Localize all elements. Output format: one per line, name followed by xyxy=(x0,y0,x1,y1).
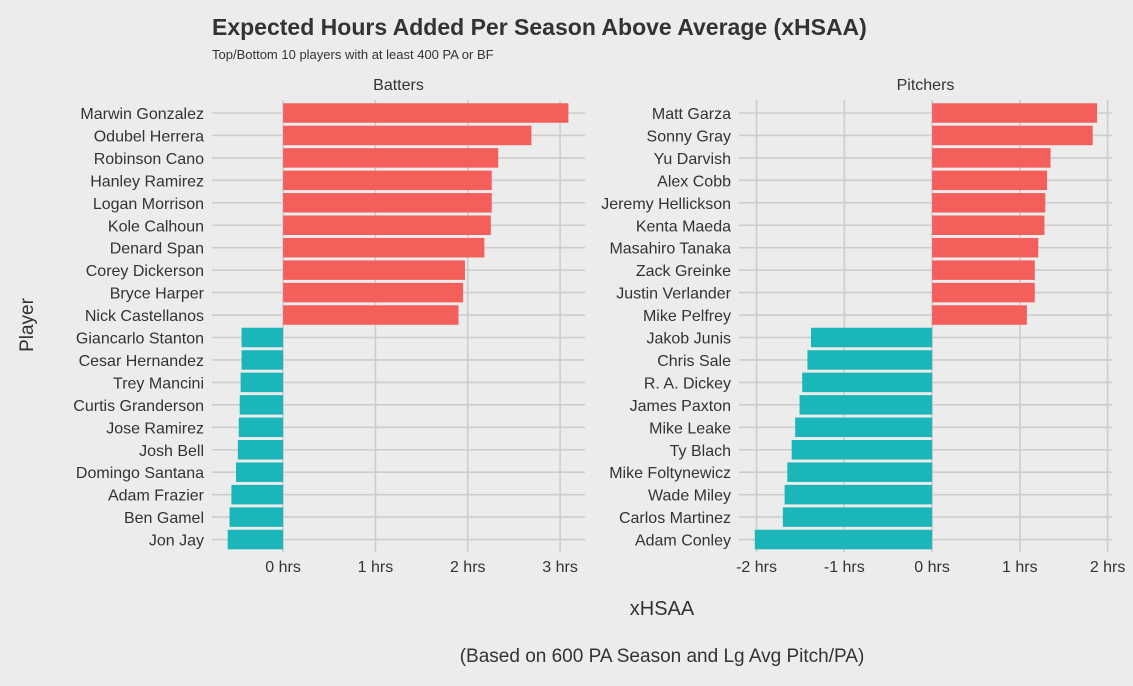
pitchers-bar xyxy=(932,103,1098,123)
batters-player-label: Marwin Gonzalez xyxy=(80,106,204,123)
batters-facet-label: Batters xyxy=(373,77,424,94)
batters-bar xyxy=(237,440,284,460)
batters-bar xyxy=(283,237,485,258)
batters-player-label: Kole Calhoun xyxy=(108,218,204,235)
batters-bar xyxy=(227,529,284,550)
batters-bar xyxy=(229,507,284,527)
batters-bar xyxy=(283,125,532,146)
pitchers-x-tick-label: -1 hrs xyxy=(824,559,865,576)
pitchers-bar xyxy=(932,237,1039,258)
batters-player-label: Corey Dickerson xyxy=(86,263,204,280)
batters-player-label: Josh Bell xyxy=(139,443,204,460)
pitchers-player-label: Jeremy Hellickson xyxy=(601,196,731,213)
pitchers-player-label: Mike Foltynewicz xyxy=(609,465,731,482)
batters-player-label: Denard Span xyxy=(110,241,204,258)
batters-player-label: Logan Morrison xyxy=(93,196,204,213)
pitchers-bar xyxy=(932,125,1093,146)
pitchers-bar xyxy=(782,507,933,527)
pitchers-player-label: James Paxton xyxy=(630,398,731,415)
batters-bar xyxy=(238,417,284,438)
batters-bar xyxy=(283,170,492,191)
pitchers-bar xyxy=(932,215,1045,235)
pitchers-x-tick-label: 0 hrs xyxy=(914,559,950,576)
pitchers-player-label: Wade Miley xyxy=(648,488,731,505)
batters-bar xyxy=(283,305,459,325)
pitchers-player-label: Mike Leake xyxy=(649,420,731,437)
batters-x-tick-label: 1 hrs xyxy=(358,559,394,576)
batters-x-tick-label: 0 hrs xyxy=(265,559,301,576)
pitchers-bar xyxy=(791,440,933,460)
batters-bar xyxy=(283,215,491,235)
pitchers-player-label: Carlos Martinez xyxy=(619,510,731,527)
batters-bar xyxy=(283,103,569,123)
pitchers-player-label: Mike Pelfrey xyxy=(643,308,731,325)
batters-bar xyxy=(239,395,284,415)
batters-bar xyxy=(241,350,284,370)
pitchers-x-tick-label: 2 hrs xyxy=(1090,559,1126,576)
pitchers-x-tick-label: -2 hrs xyxy=(736,559,777,576)
pitchers-player-label: Kenta Maeda xyxy=(636,218,731,235)
batters-player-label: Robinson Cano xyxy=(94,151,204,168)
pitchers-facet-label: Pitchers xyxy=(897,77,955,94)
batters-bar xyxy=(283,260,465,280)
pitchers-bar xyxy=(932,305,1027,325)
pitchers-bar xyxy=(784,484,933,505)
batters-x-tick-label: 2 hrs xyxy=(450,559,486,576)
pitchers-player-label: Matt Garza xyxy=(652,106,731,123)
batters-player-label: Trey Mancini xyxy=(113,375,204,392)
pitchers-bar xyxy=(802,372,933,393)
pitchers-player-label: Sonny Gray xyxy=(647,128,731,145)
pitchers-player-label: Masahiro Tanaka xyxy=(609,241,731,258)
pitchers-bar xyxy=(932,282,1035,303)
pitchers-player-label: Jakob Junis xyxy=(647,331,732,348)
batters-player-label: Domingo Santana xyxy=(76,465,204,482)
batters-player-label: Cesar Hernandez xyxy=(79,353,204,370)
batters-bar xyxy=(240,372,284,393)
pitchers-player-label: Justin Verlander xyxy=(616,286,731,303)
pitchers-player-label: Zack Greinke xyxy=(636,263,731,280)
batters-bar xyxy=(236,462,284,482)
pitchers-bar xyxy=(932,260,1035,280)
batters-x-tick-label: 3 hrs xyxy=(542,559,578,576)
batters-player-label: Ben Gamel xyxy=(124,510,204,527)
batters-player-label: Nick Castellanos xyxy=(85,308,204,325)
pitchers-player-label: Chris Sale xyxy=(657,353,731,370)
pitchers-bar xyxy=(807,350,933,370)
chart-subtitle: Top/Bottom 10 players with at least 400 … xyxy=(212,47,494,62)
batters-bar xyxy=(283,282,464,303)
batters-bar xyxy=(283,193,492,213)
batters-player-label: Odubel Herrera xyxy=(94,128,204,145)
pitchers-bar xyxy=(754,529,933,550)
batters-player-label: Jose Ramirez xyxy=(106,420,204,437)
pitchers-bar xyxy=(810,327,933,348)
pitchers-bar xyxy=(799,395,933,415)
batters-player-label: Giancarlo Stanton xyxy=(76,331,204,348)
pitchers-player-label: Alex Cobb xyxy=(657,173,731,190)
pitchers-bar xyxy=(787,462,933,482)
batters-player-label: Jon Jay xyxy=(149,533,204,550)
batters-player-label: Adam Frazier xyxy=(108,488,205,505)
batters-bar xyxy=(241,327,284,348)
batters-bar xyxy=(283,148,499,168)
pitchers-x-tick-label: 1 hrs xyxy=(1002,559,1038,576)
pitchers-player-label: Yu Darvish xyxy=(654,151,731,168)
pitchers-bar xyxy=(932,193,1046,213)
pitchers-player-label: R. A. Dickey xyxy=(644,375,731,392)
pitchers-bar xyxy=(932,170,1048,191)
chart-caption: (Based on 600 PA Season and Lg Avg Pitch… xyxy=(459,646,865,667)
batters-player-label: Curtis Granderson xyxy=(73,398,204,415)
pitchers-player-label: Ty Blach xyxy=(670,443,731,460)
chart-title: Expected Hours Added Per Season Above Av… xyxy=(212,14,867,40)
batters-bar xyxy=(231,484,284,505)
pitchers-bar xyxy=(795,417,933,438)
batters-player-label: Bryce Harper xyxy=(110,286,205,303)
batters-player-label: Hanley Ramirez xyxy=(90,173,204,190)
pitchers-bar xyxy=(932,148,1051,168)
pitchers-player-label: Adam Conley xyxy=(635,533,731,550)
x-axis-label: xHSAA xyxy=(629,598,695,620)
